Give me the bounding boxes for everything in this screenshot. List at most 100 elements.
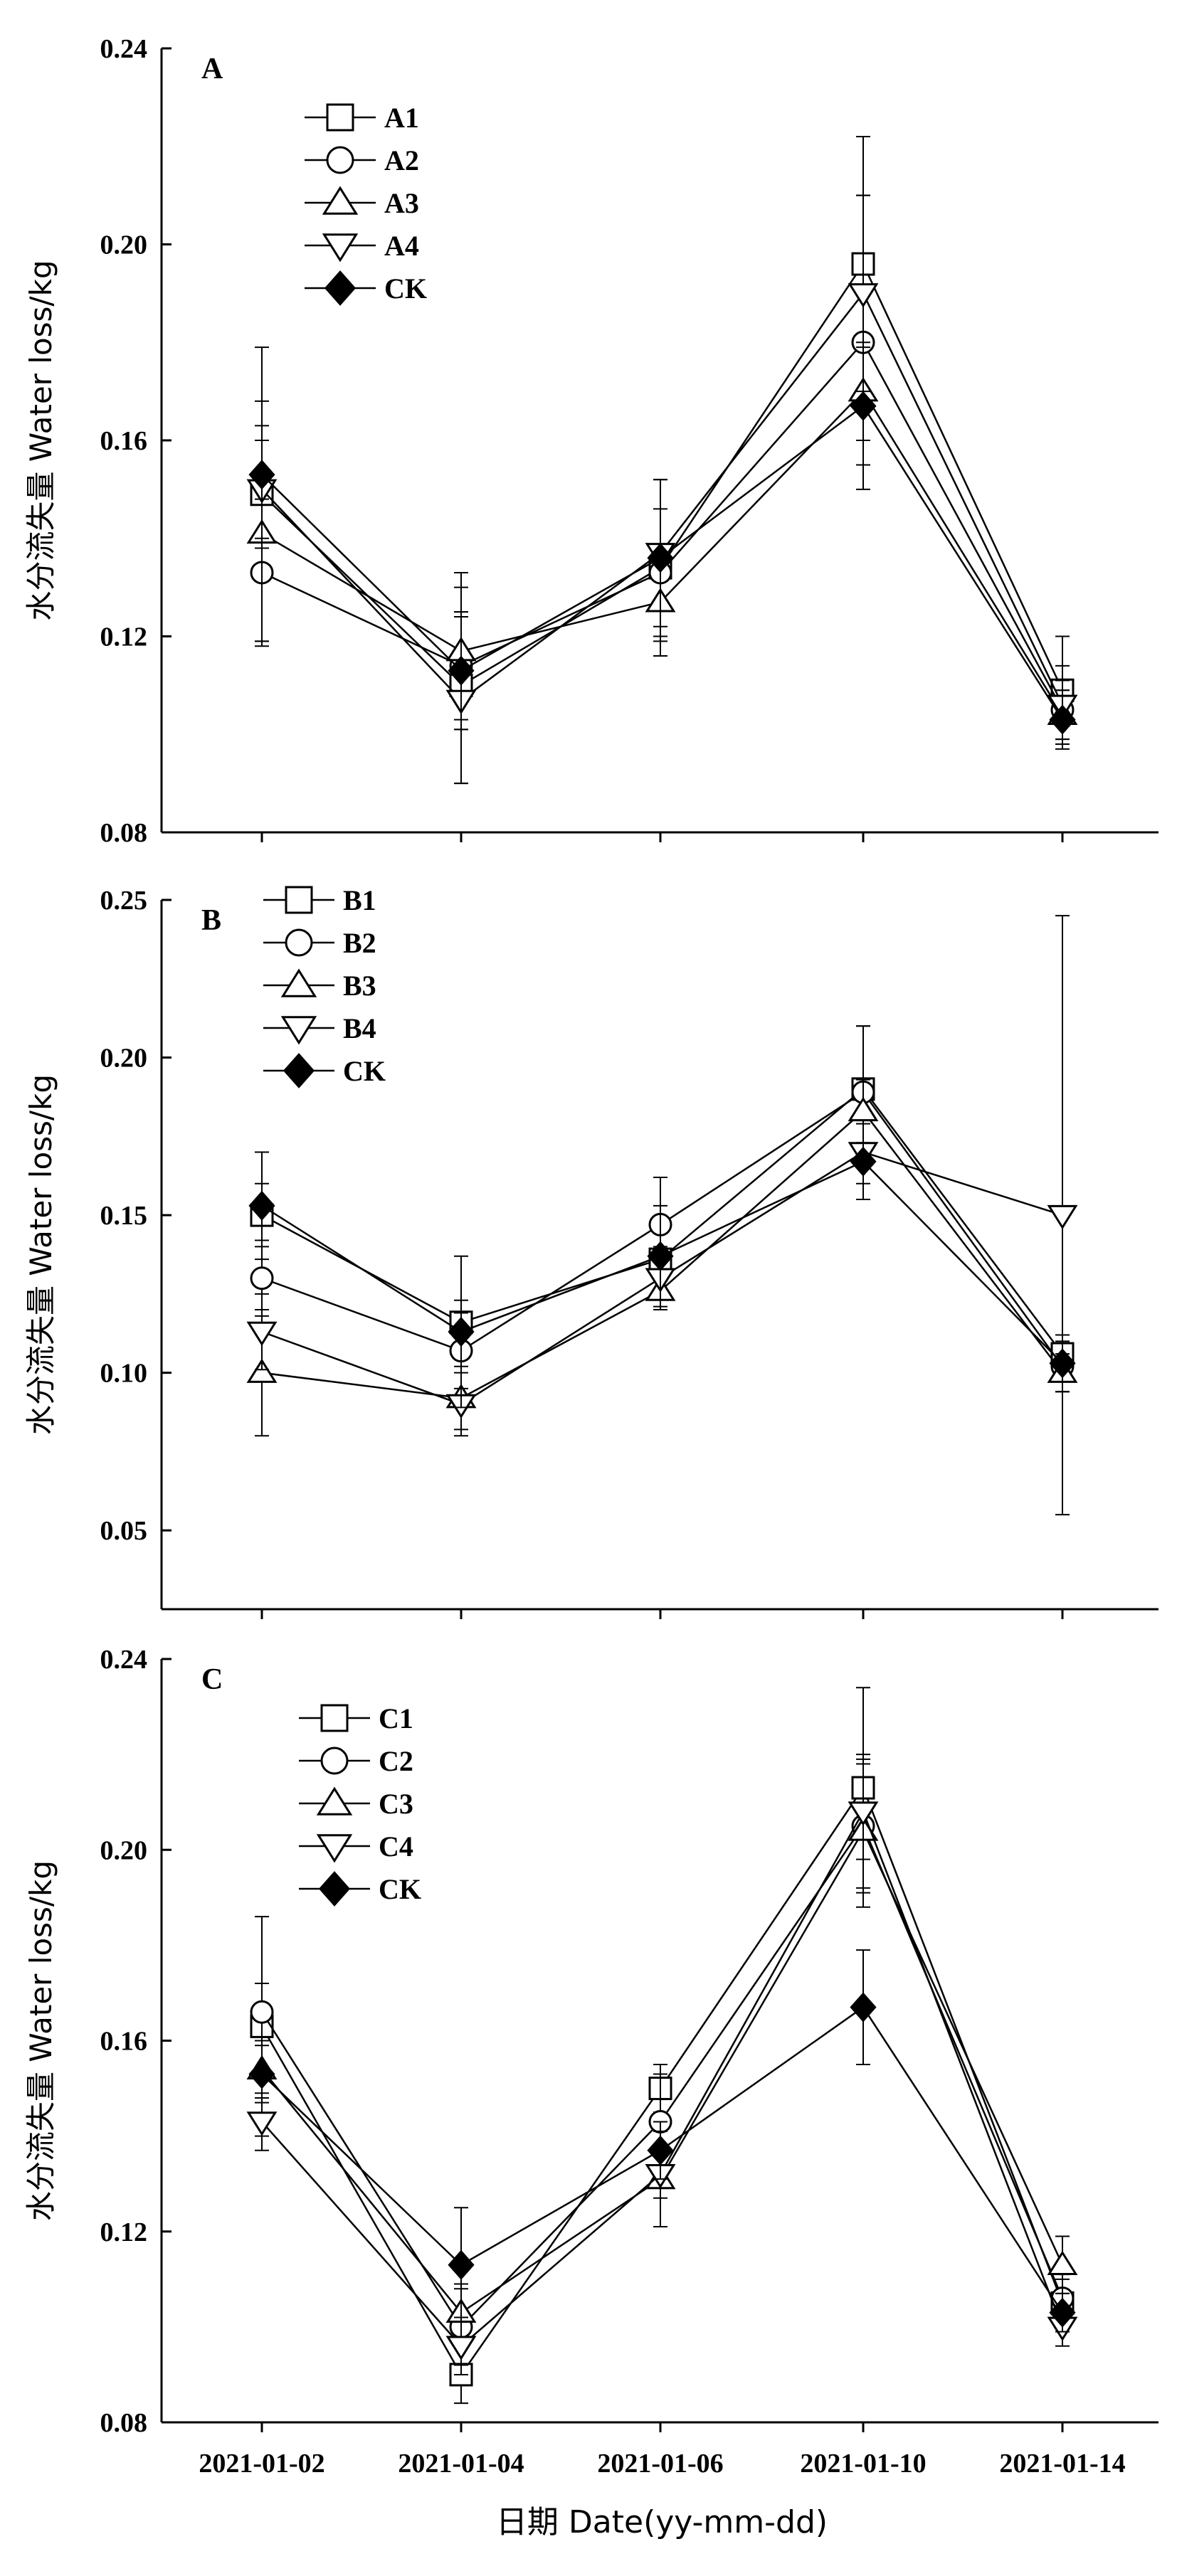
data-point xyxy=(248,460,275,490)
legend-label: C3 xyxy=(379,1788,413,1820)
y-axis-label: 水分流失量 Water loss/kg xyxy=(23,1860,58,2221)
y-tick-label: 0.10 xyxy=(100,1359,148,1389)
legend-label: B1 xyxy=(343,884,376,916)
y-tick-label: 0.20 xyxy=(100,1044,148,1074)
legend-marker xyxy=(285,928,313,957)
legend-label: B2 xyxy=(343,927,376,959)
legend-label: CK xyxy=(343,1055,386,1087)
legend-label: A3 xyxy=(384,187,419,219)
data-point xyxy=(647,2135,674,2166)
data-point xyxy=(848,283,879,308)
legend-label: CK xyxy=(384,272,427,304)
legend-marker xyxy=(280,968,317,997)
legend-label: CK xyxy=(379,1873,421,1905)
y-tick-label: 0.20 xyxy=(100,230,148,260)
data-point xyxy=(1047,2250,1078,2275)
x-tick-label: 2021-01-06 xyxy=(597,2449,723,2479)
data-point xyxy=(647,1241,674,1271)
legend-label: B3 xyxy=(343,970,376,1002)
panel-label: A xyxy=(201,53,223,85)
data-point xyxy=(250,2000,274,2024)
legend-label: B4 xyxy=(343,1012,376,1044)
y-axis-label: 水分流失量 Water loss/kg xyxy=(23,1074,58,1435)
legend-marker xyxy=(318,1871,351,1907)
data-point xyxy=(1049,1348,1076,1379)
legend-marker xyxy=(326,146,354,174)
series-ck xyxy=(248,346,1076,750)
legend-label: A1 xyxy=(384,102,419,134)
x-tick-label: 2021-01-04 xyxy=(398,2449,524,2479)
legend-marker xyxy=(320,1704,349,1732)
series-c3 xyxy=(246,1754,1078,2342)
x-tick-label: 2021-01-14 xyxy=(999,2449,1125,2479)
panel-a: 0.08 0.12 0.16 0.20 0.24 水分流失量 Water loss/kg A… xyxy=(23,34,1158,848)
series-line xyxy=(261,341,1064,711)
y-tick-label: 0.20 xyxy=(100,1835,148,1865)
y-tick-label: 0.16 xyxy=(100,2027,148,2057)
y-tick-label: 0.08 xyxy=(100,818,148,848)
series-a3 xyxy=(246,341,1078,741)
legend-marker xyxy=(283,1053,315,1088)
y-tick-label: 0.05 xyxy=(100,1516,148,1546)
legend-label: C2 xyxy=(379,1745,413,1777)
legend: A1 A2 A3 A4 CK xyxy=(305,102,427,306)
legend-marker xyxy=(322,186,359,215)
data-point xyxy=(448,2249,475,2280)
x-tick-label: 2021-01-10 xyxy=(800,2449,926,2479)
legend: C1 C2 C3 C4 CK xyxy=(299,1702,421,1907)
data-point xyxy=(246,2111,278,2136)
data-point xyxy=(250,1266,274,1290)
y-tick-label: 0.12 xyxy=(100,622,148,652)
data-point xyxy=(445,2336,477,2360)
data-point xyxy=(1049,2297,1076,2328)
series-a4 xyxy=(246,194,1078,785)
y-axis-label: 水分流失量 Water loss/kg xyxy=(23,260,58,620)
legend-label: A2 xyxy=(384,144,419,176)
series-a2 xyxy=(250,194,1075,741)
data-point xyxy=(850,1146,877,1177)
series-a1 xyxy=(250,135,1075,785)
data-point xyxy=(448,655,475,686)
legend-marker xyxy=(316,1834,353,1863)
legend-marker xyxy=(320,1747,349,1775)
data-point xyxy=(848,1801,879,1826)
legend-marker xyxy=(324,270,357,306)
panel-label: C xyxy=(201,1663,223,1696)
y-tick-label: 0.15 xyxy=(100,1201,148,1231)
data-point xyxy=(850,1992,877,2023)
legend-marker xyxy=(326,103,354,132)
legend-label: A4 xyxy=(384,230,419,262)
y-tick-label: 0.12 xyxy=(100,2217,148,2247)
data-point xyxy=(246,1358,278,1383)
series-c4 xyxy=(246,1763,1078,2375)
data-point xyxy=(647,543,674,573)
legend-label: C4 xyxy=(379,1830,413,1862)
series-c2 xyxy=(250,1758,1075,2366)
data-point xyxy=(850,391,877,421)
x-tick-label: 2021-01-02 xyxy=(199,2449,324,2479)
panel-label: B xyxy=(201,904,221,937)
x-axis-label: 日期 Date(yy-mm-dd) xyxy=(496,2504,828,2540)
legend-marker xyxy=(322,233,359,263)
y-tick-label: 0.24 xyxy=(100,1645,148,1675)
data-point xyxy=(246,1321,278,1347)
legend-label: C1 xyxy=(379,1702,413,1734)
legend-marker xyxy=(280,1016,317,1045)
data-point xyxy=(1047,1204,1078,1230)
series-line xyxy=(261,292,1064,706)
legend-marker xyxy=(316,1786,353,1816)
series-ck xyxy=(248,1123,1076,1409)
series-ck xyxy=(248,1949,1076,2333)
y-tick-label: 0.16 xyxy=(100,426,148,456)
legend: B1 B2 B3 B4 CK xyxy=(263,884,386,1088)
legend-marker xyxy=(285,886,313,914)
y-tick-label: 0.08 xyxy=(100,2408,148,2438)
panel-b: 0.05 0.10 0.15 0.20 0.25 水分流失量 Water loss/kg B… xyxy=(23,884,1158,1619)
data-point xyxy=(1049,704,1076,735)
data-point xyxy=(248,2059,275,2089)
series-c1 xyxy=(250,1687,1075,2405)
data-point xyxy=(448,1317,475,1347)
y-tick-label: 0.25 xyxy=(100,886,148,916)
y-tick-label: 0.24 xyxy=(100,34,148,64)
